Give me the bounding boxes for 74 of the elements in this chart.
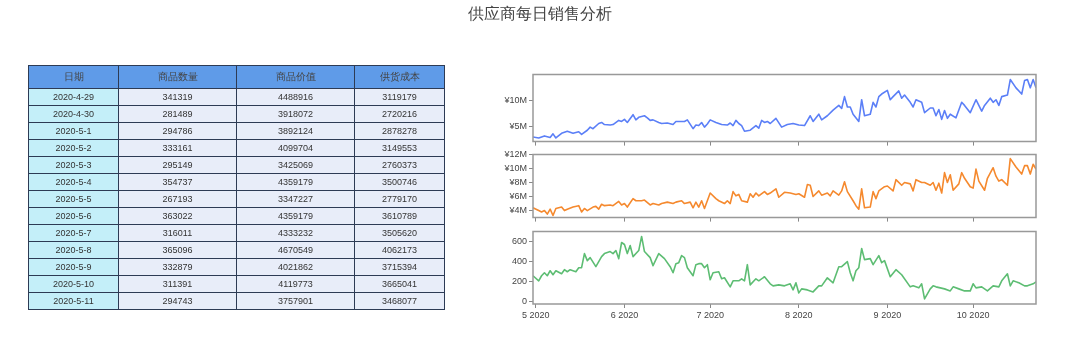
data-label: 3715394 [354, 258, 445, 276]
data-label: 4062173 [354, 241, 445, 259]
data-label: 294743 [118, 292, 237, 310]
data-label: 4359179 [236, 173, 355, 191]
category-label: 2020-5-5 [28, 190, 119, 208]
y-tick-label: 400 [511, 256, 527, 267]
data-label: 3505620 [354, 224, 445, 242]
data-label: 2720216 [354, 105, 445, 123]
y-tick-label: 0 [521, 296, 527, 307]
data-label: 267193 [118, 190, 237, 208]
series-label: 供货成本 [354, 65, 445, 89]
y-tick-label: ¥4M [508, 205, 527, 216]
y-tick-label: ¥10M [503, 162, 527, 173]
x-tick-label: 10 2020 [956, 309, 990, 320]
data-label: 3468077 [354, 292, 445, 310]
data-label: 4670549 [236, 241, 355, 259]
y-tick-label: 600 [511, 235, 527, 246]
category-label: 2020-5-8 [28, 241, 119, 259]
category-label: 2020-5-2 [28, 139, 119, 157]
data-label: 3149553 [354, 139, 445, 157]
data-label: 4021862 [236, 258, 355, 276]
x-tick-label: 9 2020 [873, 309, 902, 320]
data-label: 341319 [118, 88, 237, 106]
data-label: 365096 [118, 241, 237, 259]
data-label: 3610789 [354, 207, 445, 225]
data-label: 2760373 [354, 156, 445, 174]
x-tick-label: 7 2020 [696, 309, 724, 320]
y-tick-label: ¥6M [508, 191, 527, 202]
data-label: 3665041 [354, 275, 445, 293]
category-label: 2020-5-7 [28, 224, 119, 242]
y-tick-label: ¥12M [503, 148, 527, 159]
data-label: 4488916 [236, 88, 355, 106]
x-tick-label: 8 2020 [785, 309, 813, 320]
x-tick-label: 6 2020 [610, 309, 639, 320]
data-label: 281489 [118, 105, 237, 123]
series-label: 商品价值 [236, 65, 355, 89]
category-label: 2020-4-29 [28, 88, 119, 106]
data-label: 4359179 [236, 207, 355, 225]
y-tick-label: ¥5M [508, 120, 527, 131]
data-label: 294786 [118, 122, 237, 140]
data-label: 4333232 [236, 224, 355, 242]
category-label: 2020-5-11 [28, 292, 119, 310]
data-label: 3500746 [354, 173, 445, 191]
data-label: 333161 [118, 139, 237, 157]
data-label: 3119179 [354, 88, 445, 106]
category-label: 2020-4-30 [28, 105, 119, 123]
category-label: 2020-5-6 [28, 207, 119, 225]
data-label: 4119773 [236, 275, 355, 293]
category-label: 2020-5-4 [28, 173, 119, 191]
data-label: 354737 [118, 173, 237, 191]
category-label: 2020-5-10 [28, 275, 119, 293]
text: 日期 [28, 65, 119, 89]
category-label: 2020-5-9 [28, 258, 119, 276]
series-label: 商品数量 [118, 65, 237, 89]
category-label: 2020-5-1 [28, 122, 119, 140]
data-label: 332879 [118, 258, 237, 276]
data-label: 4099704 [236, 139, 355, 157]
category-label: 2020-5-3 [28, 156, 119, 174]
chart-title: 供应商每日销售分析 [468, 4, 612, 24]
data-label: 3892124 [236, 122, 355, 140]
data-label: 2779170 [354, 190, 445, 208]
x-tick-label: 5 2020 [522, 309, 550, 320]
y-tick-label: 200 [511, 276, 527, 287]
data-label: 2878278 [354, 122, 445, 140]
data-label: 363022 [118, 207, 237, 225]
data-label: 3425069 [236, 156, 355, 174]
data-label: 316011 [118, 224, 237, 242]
data-label: 3757901 [236, 292, 355, 310]
data-label: 295149 [118, 156, 237, 174]
y-tick-label: ¥10M [503, 94, 527, 105]
data-label: 3347227 [236, 190, 355, 208]
y-tick-label: ¥8M [508, 176, 527, 187]
data-label: 3918072 [236, 105, 355, 123]
data-label: 311391 [118, 275, 237, 293]
